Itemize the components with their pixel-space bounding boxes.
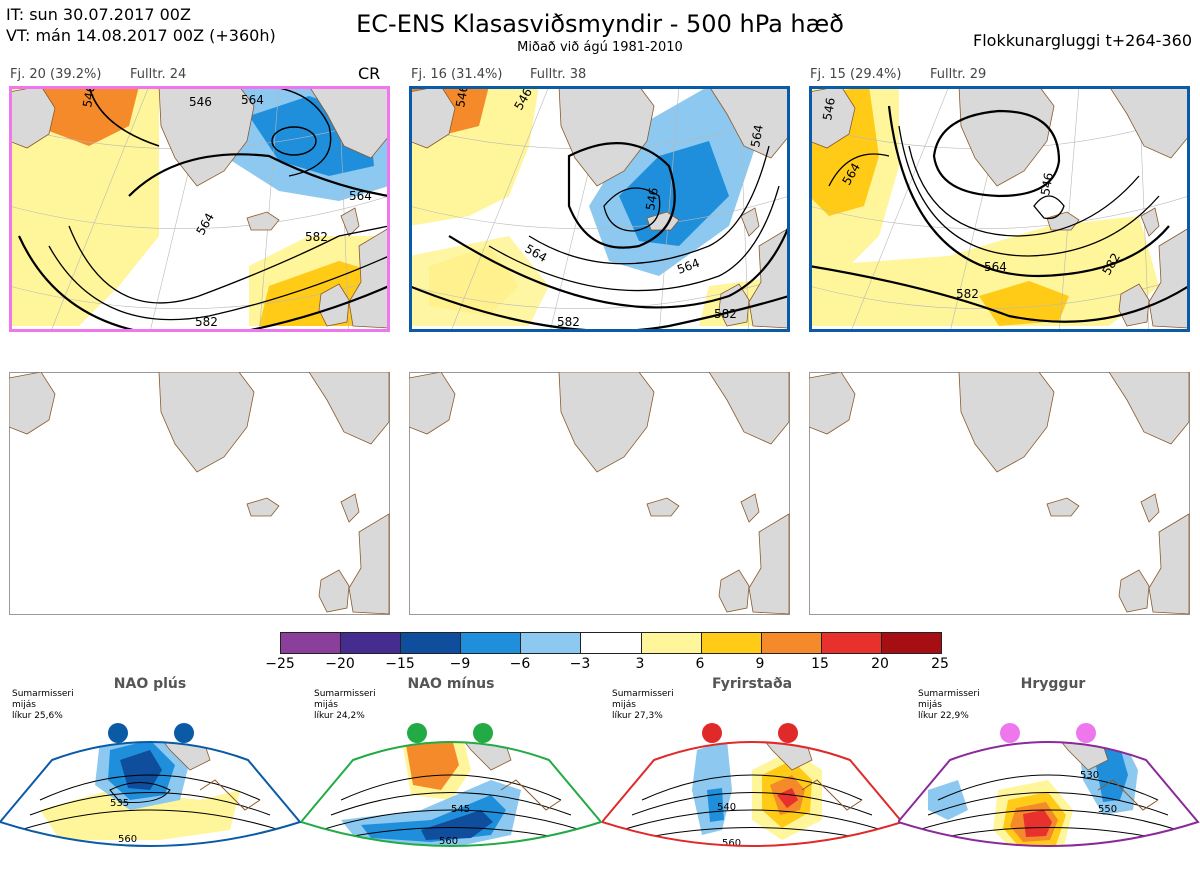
contour-label: 530 [1080,770,1099,781]
regime-2-dot-left [407,723,427,743]
page-subtitle: Miðað við ágú 1981-2010 [517,40,683,55]
color-bar-cell [821,633,882,653]
panel-3-rep: Fulltr. 29 [930,67,987,82]
header-info: IT: sun 30.07.2017 00Z VT: mán 14.08.201… [6,4,276,46]
color-bar-cell [521,633,582,653]
color-bar-cell [461,633,522,653]
cluster-map-3: 546 546 564 564 582 582 [809,86,1190,332]
regime-4-dot-left [1000,723,1020,743]
color-bar-cell [581,633,642,653]
color-bar-tick: −25 [265,656,295,672]
regime-map-nao-plus: 535 560 [0,723,302,847]
contour-label: 546 [453,86,471,109]
regime-1-info: Sumarmisseri mijás líkur 25,6% [12,689,74,721]
regime-3-dot-right [778,723,798,743]
color-bar-cell [281,633,342,653]
color-bar-cell [701,633,762,653]
page-title: EC-ENS Klasasviðsmyndir - 500 hPa hæð [356,10,844,38]
panel-1-tag: CR [358,64,381,83]
regime-map-blocking: 540 560 575 [602,723,904,871]
color-bar [280,632,942,654]
regime-2-border [301,741,603,847]
cluster-map-1: 546 546 564 564 564 582 582 [9,86,390,332]
color-bar-tick: −6 [509,656,531,672]
regime-2-dot-right [473,723,493,743]
contour-label: 560 [439,836,458,847]
regime-map-nao-minus: 545 560 575 [301,723,603,871]
color-bar-tick: −9 [449,656,471,672]
color-bar-tick: 20 [871,656,889,672]
regime-1-dot-left [108,723,128,743]
color-bar-tick: −20 [325,656,355,672]
init-time: IT: sun 30.07.2017 00Z [6,5,191,24]
regime-2-title: NAO mínus [407,676,495,692]
empty-map-3 [809,372,1190,615]
regime-3-dot-left [702,723,722,743]
regime-1-title: NAO plús [113,676,187,692]
panel-3-count: Fj. 15 (29.4%) [810,67,902,82]
color-bar-cell [881,633,942,653]
regime-4-info: Sumarmisseri mijás líkur 22,9% [918,689,980,721]
color-bar-tick: −15 [385,656,415,672]
classification-window: Flokkunargluggi t+264-360 [973,31,1192,50]
contour-label: 564 [349,189,372,203]
color-bar-tick: 3 [635,656,645,672]
contour-label: 546 [643,187,661,212]
contour-label: 560 [118,834,137,845]
contour-label: 535 [110,798,129,809]
contour-label: 540 [717,802,736,813]
contour-label: 546 [820,97,838,122]
contour-label: 575 [736,860,755,871]
panel-2-border [409,86,790,332]
empty-map-1 [9,372,390,615]
color-bar-cell [641,633,702,653]
regime-3-info: Sumarmisseri mijás líkur 27,3% [612,689,674,721]
contour-label: 560 [722,838,741,849]
regime-4-border [898,741,1200,847]
color-bar-cell [341,633,402,653]
color-bar-cell [761,633,822,653]
valid-time: VT: mán 14.08.2017 00Z (+360h) [6,26,276,45]
contour-label: 564 [241,93,264,107]
color-bar-tick: 15 [811,656,829,672]
contour-label: 546 [80,86,98,109]
regime-2-info: Sumarmisseri mijás líkur 24,2% [314,689,376,721]
cluster-map-2: 546 546 546 564 564 582 582 564 [409,86,790,332]
contour-label: 550 [1098,804,1117,815]
contour-label: 546 [1038,172,1056,197]
color-bar-tick: 25 [931,656,949,672]
regime-4-dot-right [1076,723,1096,743]
color-bar-tick: 6 [695,656,705,672]
contour-label: 582 [956,287,979,301]
contour-label: 564 [984,260,1007,274]
regime-3-title: Fyrirstaða [711,676,793,692]
contour-label: 575 [1094,864,1113,871]
color-bar-tick: −3 [569,656,591,672]
regime-1-dot-right [174,723,194,743]
color-bar-cell [401,633,462,653]
panel-3-border [809,86,1190,332]
contour-label: 582 [557,315,580,329]
contour-label: 582 [305,230,328,244]
contour-label: 546 [189,95,212,109]
regime-map-ridge: 530 550 575 [898,723,1200,871]
contour-label: 582 [195,315,218,329]
panel-2-count: Fj. 16 (31.4%) [411,67,503,82]
contour-label: 545 [451,804,470,815]
contour-label: 564 [748,124,766,149]
contour-label: 582 [714,307,737,321]
color-bar-tick: 9 [755,656,765,672]
empty-map-2 [409,372,790,615]
panel-1-rep: Fulltr. 24 [130,67,187,82]
contour-label: 575 [447,864,466,871]
regime-4-title: Hryggur [1020,676,1086,692]
regime-1-border [0,741,302,847]
panel-2-rep: Fulltr. 38 [530,67,587,82]
panel-1-border [9,86,390,332]
panel-1-count: Fj. 20 (39.2%) [10,67,102,82]
